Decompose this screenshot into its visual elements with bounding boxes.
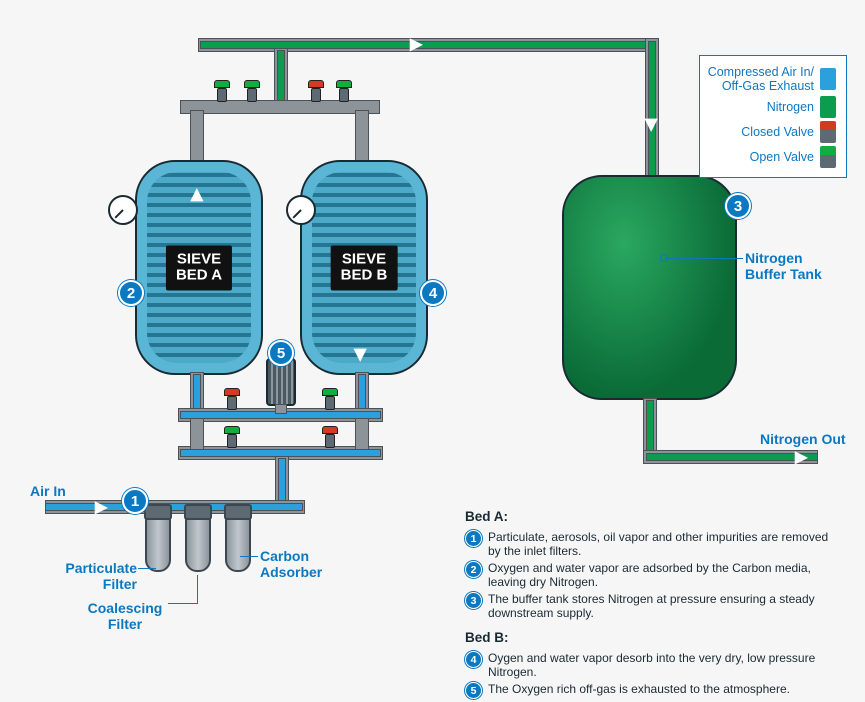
flow-arrow-top: ▶ [410, 34, 422, 54]
pipe-riser-fill [277, 50, 285, 104]
pipe-n2-out-f [646, 453, 818, 461]
gauge-a [108, 195, 138, 225]
d-badge-3: 3 [465, 592, 482, 609]
valve-top-left2 [244, 80, 260, 102]
sieve-a-label: SIEVE BED A [166, 245, 232, 290]
bed-b-title: Bed B: [465, 630, 835, 645]
legend-air: Compressed Air In/ Off-Gas Exhaust [708, 65, 814, 93]
lead-part [138, 568, 156, 569]
lead-coal [197, 575, 198, 603]
valve-top-left [214, 80, 230, 102]
d-badge-4: 4 [465, 651, 482, 668]
pipe-buf-down-f [646, 400, 654, 456]
filter-carbon [225, 512, 251, 572]
diagram-canvas: ▶ ▶ SIEVE BED A ▶ SIEVE BED B ▶ [0, 0, 865, 685]
d-badge-2: 2 [465, 561, 482, 578]
desc-a3: The buffer tank stores Nitrogen at press… [488, 592, 835, 620]
arrow-air-in: ▶ [95, 497, 107, 517]
badge-4: 4 [420, 280, 446, 306]
buffer-tank [562, 175, 737, 400]
pipe-man-link-r [355, 418, 369, 450]
valve-b3 [224, 426, 240, 448]
gauge-b [286, 195, 316, 225]
valve-b4 [322, 426, 338, 448]
legend-closed: Closed Valve [741, 125, 814, 139]
pipe-drop-f [278, 458, 286, 504]
filter-coalescing [185, 512, 211, 572]
legend: Compressed Air In/ Off-Gas Exhaust Nitro… [699, 55, 847, 178]
pipe-top-manifold [180, 100, 380, 114]
flow-arrow-down: ▶ [642, 119, 662, 131]
desc-a2: Oxygen and water vapor are adsorbed by t… [488, 561, 835, 589]
pipe-top-h-fill [200, 41, 651, 49]
arrow-n2-out: ▶ [795, 447, 807, 467]
valve-top-right [308, 80, 324, 102]
legend-n2: Nitrogen [767, 100, 814, 114]
pipe-top-man-right [355, 110, 369, 165]
badge-5: 5 [268, 340, 294, 366]
pipe-bed-b-down-f [358, 374, 366, 412]
swatch-n2 [820, 96, 836, 118]
arrow-bed-b-down: ▶ [351, 349, 371, 361]
label-particulate: Particulate Filter [57, 560, 137, 592]
lead-buf [665, 258, 743, 259]
sieve-b-label: SIEVE BED B [331, 245, 398, 290]
bed-a-title: Bed A: [465, 509, 835, 524]
label-air-in: Air In [30, 483, 66, 499]
pipe-top-drop-fill [648, 41, 656, 176]
badge-1: 1 [122, 488, 148, 514]
badge-3: 3 [725, 193, 751, 219]
pipe-top-man-left [190, 110, 204, 165]
swatch-air [820, 68, 836, 90]
arrow-bed-a-up: ▶ [186, 189, 206, 201]
pipe-air-in-f [45, 503, 303, 511]
description: Bed A: 1 Particulate, aerosols, oil vapor… [465, 505, 835, 702]
pipe-bed-a-down-f [193, 374, 201, 412]
sieve-bed-b: SIEVE BED B [300, 160, 428, 375]
label-coalescing: Coalescing Filter [80, 600, 170, 632]
label-carbon: Carbon Adsorber [260, 548, 322, 580]
valve-b2 [322, 388, 338, 410]
pipe-man-link-l [190, 418, 204, 450]
d-badge-1: 1 [465, 530, 482, 547]
desc-b4: Oygen and water vapor desorb into the ve… [488, 651, 835, 679]
legend-open: Open Valve [750, 150, 814, 164]
swatch-closed [820, 121, 836, 143]
lead-buf-dot [660, 254, 668, 262]
label-buffer: Nitrogen Buffer Tank [745, 250, 822, 282]
label-n2-out: Nitrogen Out [760, 431, 846, 447]
swatch-open [820, 146, 836, 168]
valve-top-right2 [336, 80, 352, 102]
lead-coal-h [168, 603, 198, 604]
desc-a1: Particulate, aerosols, oil vapor and oth… [488, 530, 835, 558]
filter-particulate [145, 512, 171, 572]
badge-2: 2 [118, 280, 144, 306]
desc-b5: The Oxygen rich off-gas is exhausted to … [488, 682, 790, 696]
valve-b1 [224, 388, 240, 410]
pipe-muffler [275, 404, 287, 414]
lead-carb [240, 556, 258, 557]
